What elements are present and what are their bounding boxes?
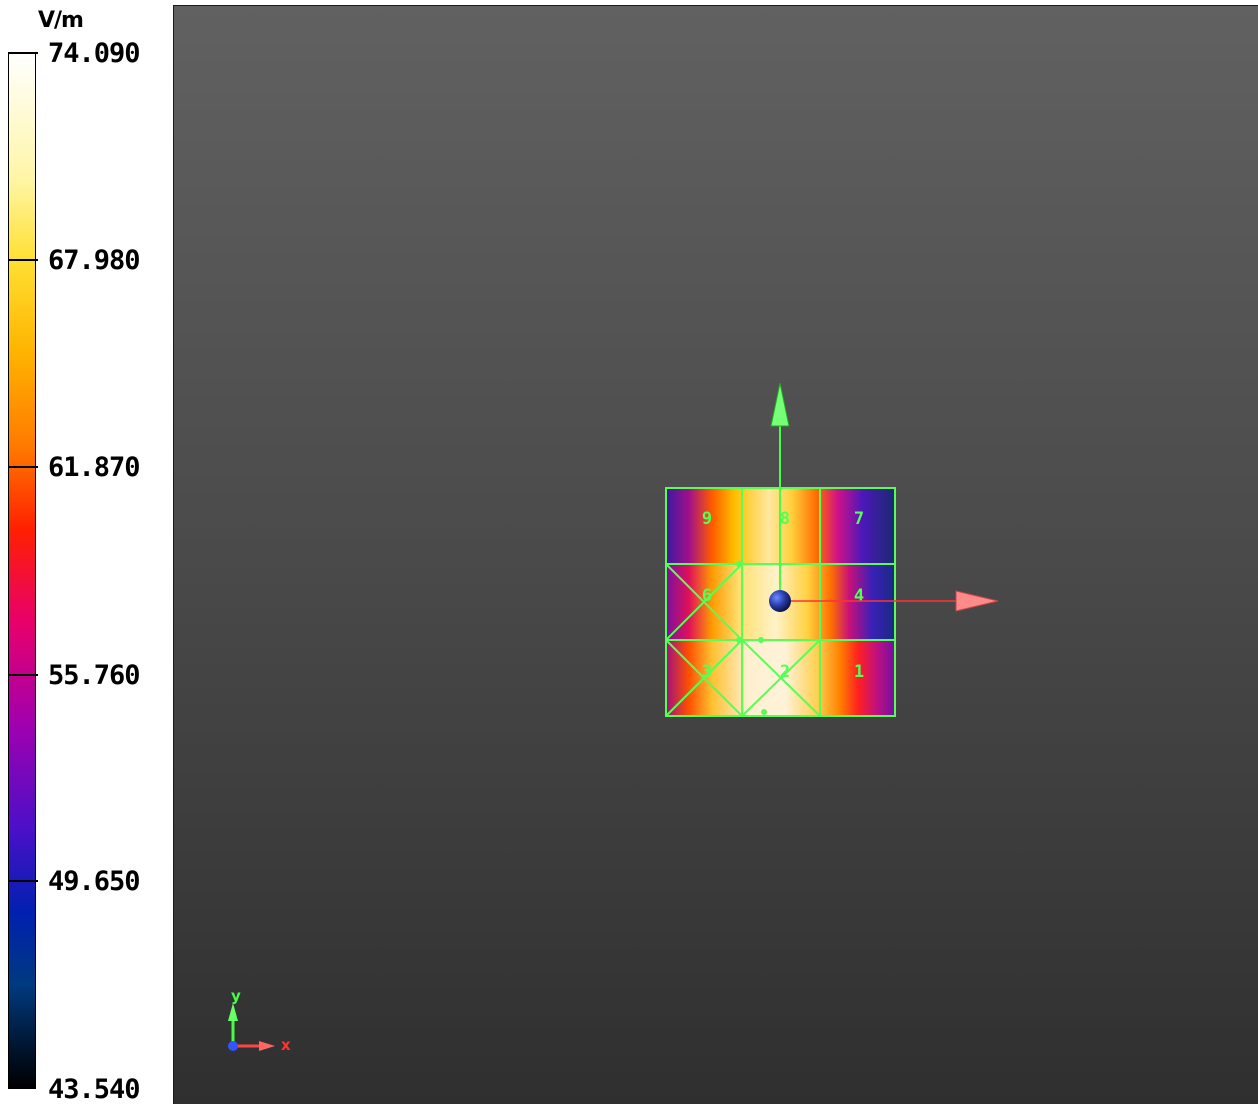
triad-y-label: y: [231, 987, 241, 1005]
legend-label: 49.650: [48, 866, 141, 897]
colorbar: [8, 52, 36, 1089]
legend-label: 55.760: [48, 660, 141, 691]
legend-label-min: 43.540: [48, 1074, 141, 1105]
x-arrow-icon[interactable]: [955, 590, 999, 612]
patch-label-2: 2: [780, 662, 790, 682]
legend-label: 61.870: [48, 452, 141, 483]
legend-tick: [8, 259, 38, 261]
mesh-diagonal: [665, 639, 743, 717]
legend-tick: [8, 880, 38, 882]
patch-labels: 9 8 7 6 4 3 2 1: [702, 509, 864, 682]
legend-tick: [8, 52, 38, 54]
patch-label-3: 3: [702, 662, 712, 682]
legend-tick: [8, 466, 38, 468]
triad-x-label: x: [281, 1036, 291, 1054]
manipulator-gizmo[interactable]: [769, 382, 999, 612]
mesh-node: [736, 561, 742, 567]
legend-label-max: 74.090: [48, 38, 141, 69]
patch-label-7: 7: [854, 509, 864, 529]
scene-canvas[interactable]: 9 8 7 6 4 3 2 1 y x: [174, 6, 1258, 1105]
legend-unit: V/m: [38, 8, 84, 33]
mesh-diagonal: [665, 563, 743, 641]
mesh-diagonal: [741, 639, 821, 717]
color-legend: V/m 74.090 67.980 61.870 55.760 49.650 4…: [0, 0, 172, 1104]
mesh-node: [761, 709, 767, 715]
legend-tick: [8, 674, 38, 676]
patch-label-9: 9: [702, 509, 712, 529]
patch-label-1: 1: [854, 662, 864, 682]
legend-label: 67.980: [48, 245, 141, 276]
patch-label-6: 6: [702, 586, 712, 606]
patch-label-8: 8: [780, 509, 790, 529]
y-arrow-icon[interactable]: [770, 382, 790, 427]
3d-viewport[interactable]: 9 8 7 6 4 3 2 1 y x: [173, 5, 1258, 1104]
center-sphere-icon[interactable]: [769, 590, 791, 612]
triad-z-axis-icon: [228, 1041, 238, 1051]
mesh-node: [736, 637, 742, 643]
triad-y-arrow-icon: [228, 1003, 238, 1021]
triad-x-arrow-icon: [259, 1041, 275, 1051]
mesh-node: [758, 637, 764, 643]
mesh-nodes: [736, 561, 767, 715]
patch-label-4: 4: [854, 586, 864, 606]
orientation-triad: y x: [228, 987, 291, 1054]
